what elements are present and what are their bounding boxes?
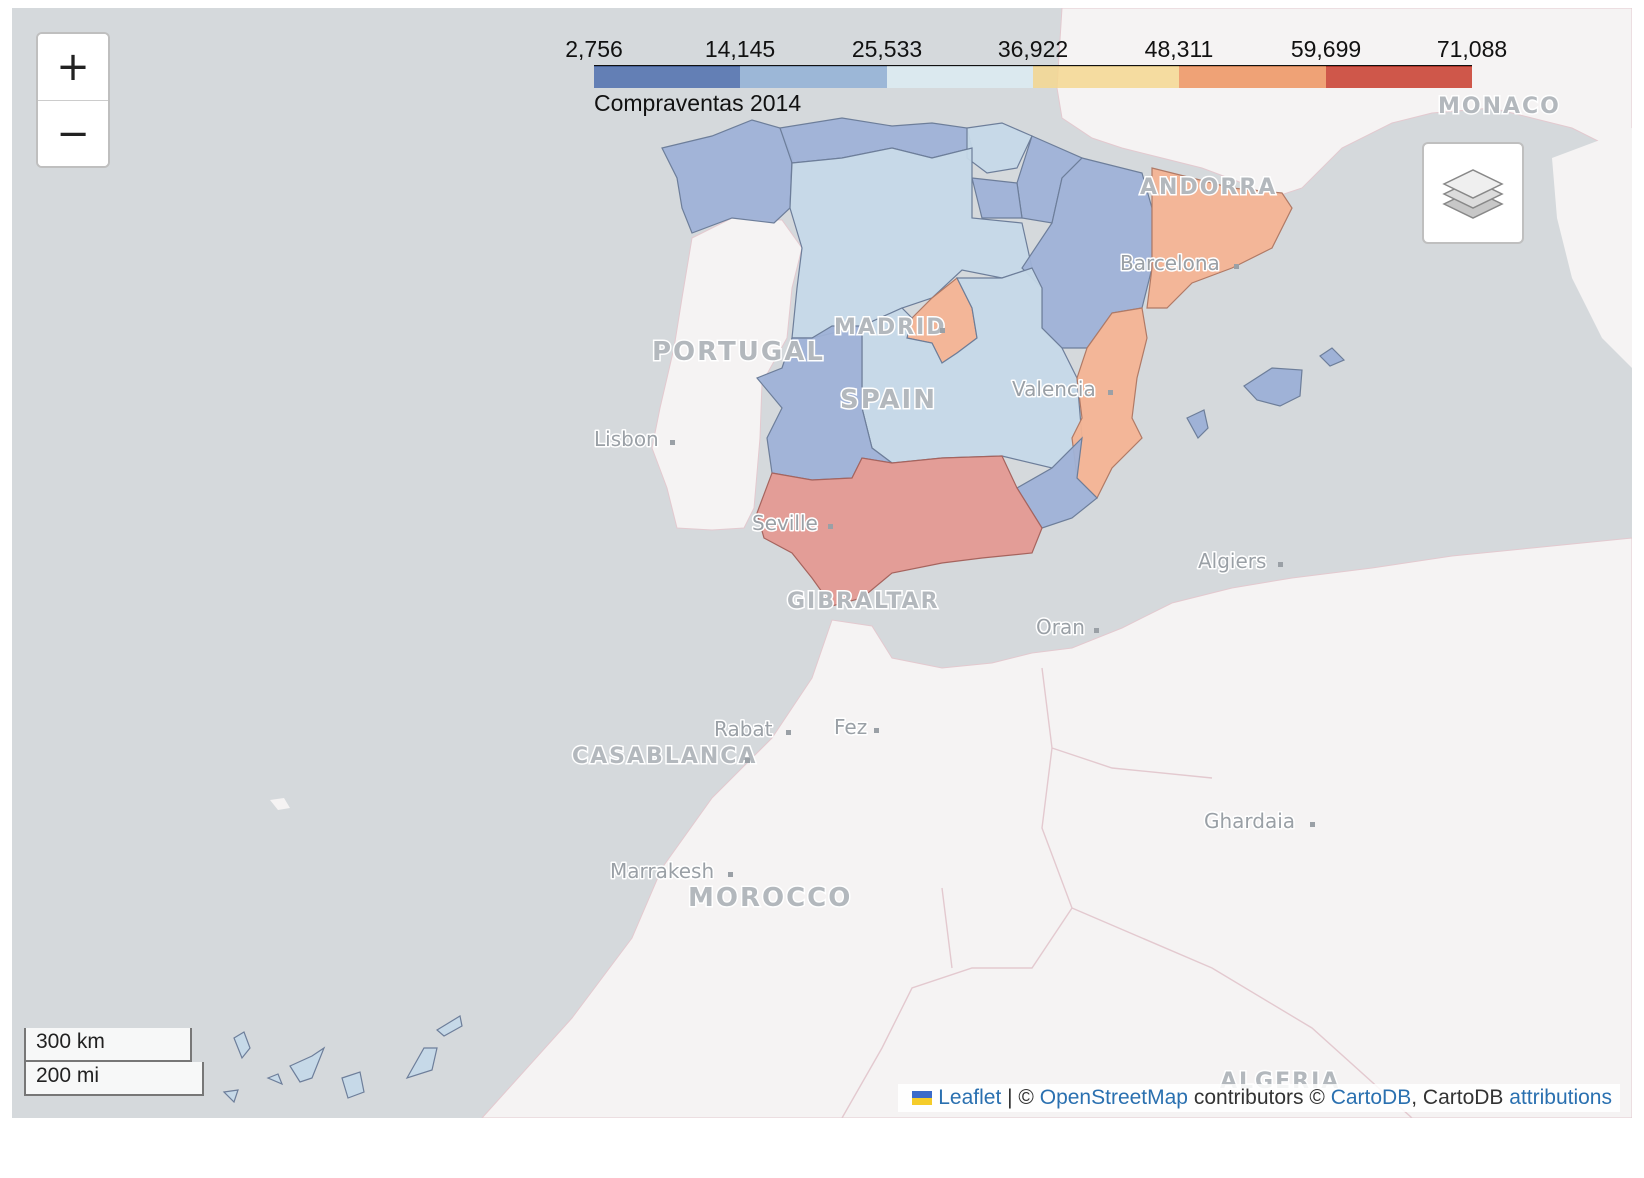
north-africa-land bbox=[481, 537, 1632, 1118]
legend-color-step bbox=[1032, 66, 1180, 88]
italy-land bbox=[1552, 128, 1632, 368]
region-galicia[interactable] bbox=[661, 119, 793, 234]
region-balearic-menorca[interactable] bbox=[1319, 347, 1346, 367]
zoom-in-button[interactable]: + bbox=[38, 34, 108, 100]
scale-mi: 200 mi bbox=[24, 1062, 204, 1096]
label-lisbon: Lisbon bbox=[594, 427, 659, 451]
legend-tick: 59,699 bbox=[1290, 36, 1362, 62]
madeira-islet bbox=[270, 798, 290, 810]
legend-tick: 14,145 bbox=[704, 36, 776, 62]
attribution-cartodb: , CartoDB bbox=[1411, 1086, 1510, 1109]
label-spain: SPAIN bbox=[840, 385, 937, 415]
label-andorra: ANDORRA bbox=[1140, 175, 1277, 200]
legend-color-step bbox=[1325, 66, 1472, 88]
label-portugal: PORTUGAL bbox=[652, 337, 825, 367]
legend-tick: 2,756 bbox=[565, 36, 623, 62]
layers-control[interactable] bbox=[1422, 142, 1524, 244]
city-markers bbox=[670, 264, 1315, 877]
label-ghardaia: Ghardaia bbox=[1204, 809, 1295, 833]
scale-km: 300 km bbox=[24, 1028, 192, 1062]
zoom-control: + − bbox=[36, 32, 110, 168]
label-marrakesh: Marrakesh bbox=[610, 859, 714, 883]
label-oran: Oran bbox=[1036, 615, 1085, 639]
region-castilla-leon[interactable] bbox=[789, 147, 1033, 339]
label-madrid: MADRID bbox=[834, 315, 947, 340]
scale-bar: 300 km 200 mi bbox=[24, 1028, 204, 1096]
region-balearic-ibiza[interactable] bbox=[1186, 409, 1209, 439]
label-gibraltar: GIBRALTAR bbox=[787, 589, 940, 614]
map-canvas[interactable]: PORTUGAL SPAIN MOROCCO ANDORRA GIBRALTAR… bbox=[12, 8, 1632, 1118]
legend-tick: 71,088 bbox=[1436, 36, 1508, 62]
label-barcelona: Barcelona bbox=[1120, 251, 1220, 275]
legend-ticks: 2,756 14,145 25,533 36,922 48,311 59,699… bbox=[552, 36, 1532, 66]
attribution-sep: | © bbox=[1001, 1086, 1040, 1109]
attribution-contributors: contributors © bbox=[1188, 1086, 1331, 1109]
label-monaco: MONACO bbox=[1438, 94, 1561, 119]
legend-tick: 36,922 bbox=[997, 36, 1069, 62]
label-morocco: MOROCCO bbox=[688, 883, 852, 913]
label-seville: Seville bbox=[752, 511, 818, 535]
region-andalusia[interactable] bbox=[756, 455, 1043, 607]
cartodb-link[interactable]: CartoDB bbox=[1330, 1086, 1412, 1109]
label-fez: Fez bbox=[834, 715, 867, 739]
ukraine-flag-icon bbox=[912, 1091, 933, 1106]
legend-color-step bbox=[594, 66, 741, 88]
legend-tick: 48,311 bbox=[1144, 36, 1214, 62]
legend-color-step bbox=[1179, 66, 1326, 88]
label-algiers: Algiers bbox=[1198, 549, 1266, 573]
region-valencia[interactable] bbox=[1071, 307, 1148, 500]
legend-color-bar bbox=[594, 66, 1472, 88]
leaflet-link[interactable]: Leaflet bbox=[938, 1086, 1002, 1109]
attribution: Leaflet | © OpenStreetMap contributors ©… bbox=[898, 1084, 1620, 1112]
layers-icon bbox=[1442, 169, 1504, 219]
region-larioja[interactable] bbox=[971, 177, 1023, 219]
zoom-out-button[interactable]: − bbox=[38, 100, 108, 166]
color-legend: 2,756 14,145 25,533 36,922 48,311 59,699… bbox=[552, 36, 1532, 126]
france-land bbox=[1056, 8, 1632, 199]
legend-color-step bbox=[740, 66, 887, 88]
label-valencia: Valencia bbox=[1012, 377, 1096, 401]
attributions-link[interactable]: attributions bbox=[1509, 1086, 1612, 1109]
legend-caption: Compraventas 2014 bbox=[594, 90, 802, 116]
basemap: PORTUGAL SPAIN MOROCCO ANDORRA GIBRALTAR… bbox=[12, 8, 1632, 1118]
portugal-land bbox=[651, 217, 803, 531]
legend-color-step bbox=[886, 66, 1033, 88]
region-catalonia[interactable] bbox=[1146, 167, 1293, 309]
region-balearic-mallorca[interactable] bbox=[1243, 367, 1303, 407]
region-canary-islands[interactable] bbox=[222, 1015, 463, 1104]
label-rabat: Rabat bbox=[714, 717, 773, 741]
osm-link[interactable]: OpenStreetMap bbox=[1039, 1086, 1188, 1109]
label-casablanca: CASABLANCA bbox=[572, 744, 757, 769]
legend-tick: 25,533 bbox=[851, 36, 923, 62]
africa-borders bbox=[841, 667, 1413, 1118]
